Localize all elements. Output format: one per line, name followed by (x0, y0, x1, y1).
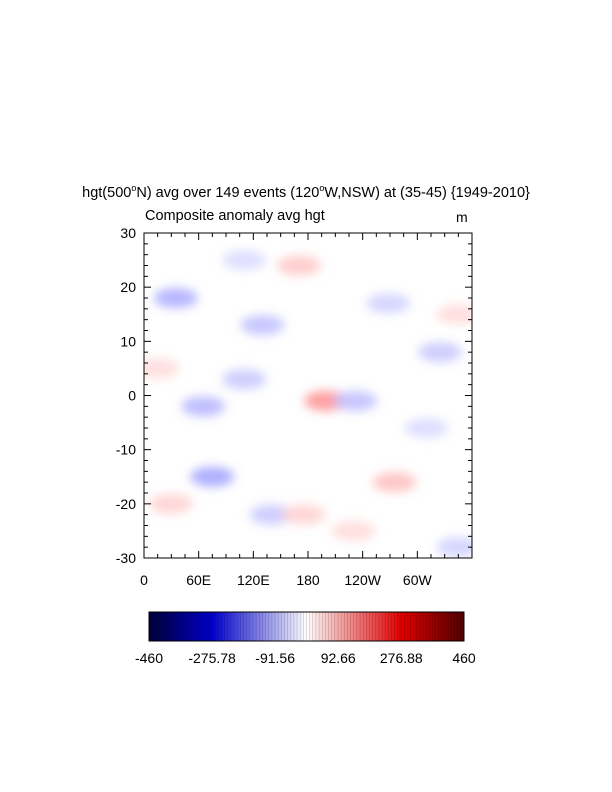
anomaly-cell (144, 358, 180, 379)
y-tick-label: -10 (116, 442, 136, 458)
x-tick-label: 120E (237, 572, 270, 588)
chart-title: hgt(500oN) avg over 149 events (120oW,NS… (82, 183, 530, 201)
anomaly-cell (249, 504, 294, 525)
y-tick-label: 10 (120, 333, 136, 349)
colorbar-label: -275.78 (188, 650, 236, 666)
x-tick-label: 60E (186, 572, 211, 588)
anomaly-cell (404, 418, 449, 438)
y-tick-label: -30 (116, 550, 136, 566)
y-tick-label: -20 (116, 496, 136, 512)
anomaly-cell (333, 390, 378, 411)
anomaly-cell (331, 520, 376, 541)
colorbar (148, 611, 465, 642)
colorbar-label: -91.56 (255, 650, 295, 666)
anomaly-cell (149, 493, 194, 514)
anomaly-cell (372, 472, 417, 493)
anomaly-cell (366, 293, 411, 314)
colorbar-label: 460 (452, 650, 476, 666)
x-tick-label: 0 (140, 572, 148, 588)
anomaly-cell (418, 342, 463, 363)
anomaly-cell (436, 537, 472, 558)
anomaly-cell (190, 466, 235, 487)
x-tick-label: 120W (344, 572, 381, 588)
colorbar-label: -460 (135, 650, 163, 666)
anomaly-cell (222, 250, 267, 271)
chart-subtitle: Composite anomaly avg hgt (145, 208, 325, 224)
units-label: m (456, 209, 468, 225)
colorbar-label: 276.88 (380, 650, 423, 666)
anomaly-cell (181, 396, 226, 417)
anomaly-cell (222, 369, 267, 390)
y-tick-label: 0 (128, 388, 136, 404)
anomaly-cell (281, 504, 326, 525)
y-tick-label: 30 (120, 225, 136, 241)
x-tick-label: 60W (403, 572, 433, 588)
x-tick-label: 180 (296, 572, 320, 588)
y-tick-label: 20 (120, 279, 136, 295)
colorbar-label: 92.66 (321, 650, 356, 666)
anomaly-cell (276, 255, 321, 276)
anomaly-cell (436, 304, 472, 325)
anomaly-cell (240, 315, 285, 336)
anomaly-cell (153, 288, 198, 308)
